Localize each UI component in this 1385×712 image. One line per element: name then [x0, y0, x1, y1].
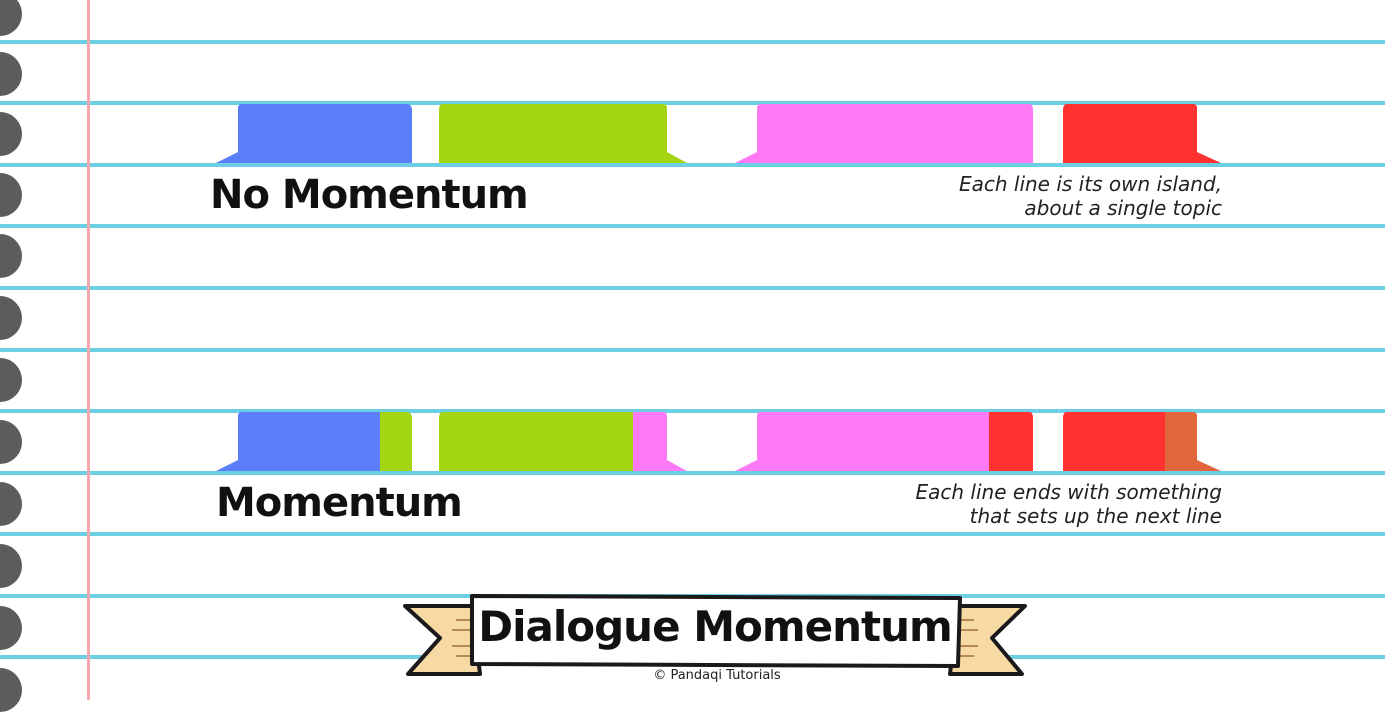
bubble-shape	[439, 104, 687, 163]
bubble-shape	[216, 104, 412, 163]
binder-hole	[0, 234, 22, 278]
ruled-line	[0, 101, 1385, 105]
binder-hole	[0, 358, 22, 402]
row-label: No Momentum	[210, 172, 529, 218]
ruled-line	[0, 224, 1385, 228]
binder-hole	[0, 420, 22, 464]
ruled-line	[0, 163, 1385, 167]
speech-bubble-red	[1063, 412, 1221, 471]
speech-bubble-pink	[735, 104, 1033, 163]
binder-hole	[0, 668, 22, 712]
row-caption: Each line is its own island, about a sin…	[820, 172, 1222, 220]
ruled-line	[0, 286, 1385, 290]
credit-text: © Pandaqi Tutorials	[653, 668, 781, 683]
speech-bubble-blue	[216, 412, 412, 471]
caption-line: about a single topic	[1024, 196, 1222, 220]
ruled-line	[0, 409, 1385, 413]
banner-panel	[470, 594, 962, 668]
banner-title: Dialogue Momentum	[478, 602, 952, 651]
speech-bubble-blue	[216, 104, 412, 163]
bubble-tail-segment	[989, 412, 1033, 471]
speech-bubble-green	[439, 412, 687, 471]
row-caption: Each line ends with something that sets …	[780, 480, 1222, 528]
binder-hole	[0, 112, 22, 156]
ruled-line	[0, 348, 1385, 352]
speech-bubble-green	[439, 104, 687, 163]
speech-bubble-red	[1063, 104, 1221, 163]
bubble-shape	[735, 104, 1033, 163]
bubble-shape	[1063, 412, 1165, 471]
bubble-shape	[735, 412, 989, 471]
binder-hole	[0, 296, 22, 340]
margin-line	[87, 0, 90, 700]
bubble-tail-segment	[380, 412, 412, 471]
binder-hole	[0, 52, 22, 96]
ruled-line	[0, 471, 1385, 475]
caption-line: that sets up the next line	[969, 504, 1222, 528]
binder-hole	[0, 482, 22, 526]
speech-bubble-pink	[735, 412, 1033, 471]
binder-hole	[0, 0, 22, 36]
ruled-line	[0, 40, 1385, 44]
bubble-tail-segment	[633, 412, 687, 471]
binder-hole	[0, 606, 22, 650]
caption-line: Each line is its own island,	[958, 172, 1222, 196]
caption-line: Each line ends with something	[915, 480, 1222, 504]
bubble-tail-segment	[1165, 412, 1221, 471]
binder-hole	[0, 544, 22, 588]
ribbon-left	[403, 604, 482, 676]
bubble-shape	[1063, 104, 1221, 163]
bubble-shape	[216, 412, 380, 471]
title-banner	[403, 594, 1027, 676]
bubble-shape	[439, 412, 633, 471]
ruled-line	[0, 532, 1385, 536]
row-label: Momentum	[216, 480, 463, 526]
binder-hole	[0, 173, 22, 217]
